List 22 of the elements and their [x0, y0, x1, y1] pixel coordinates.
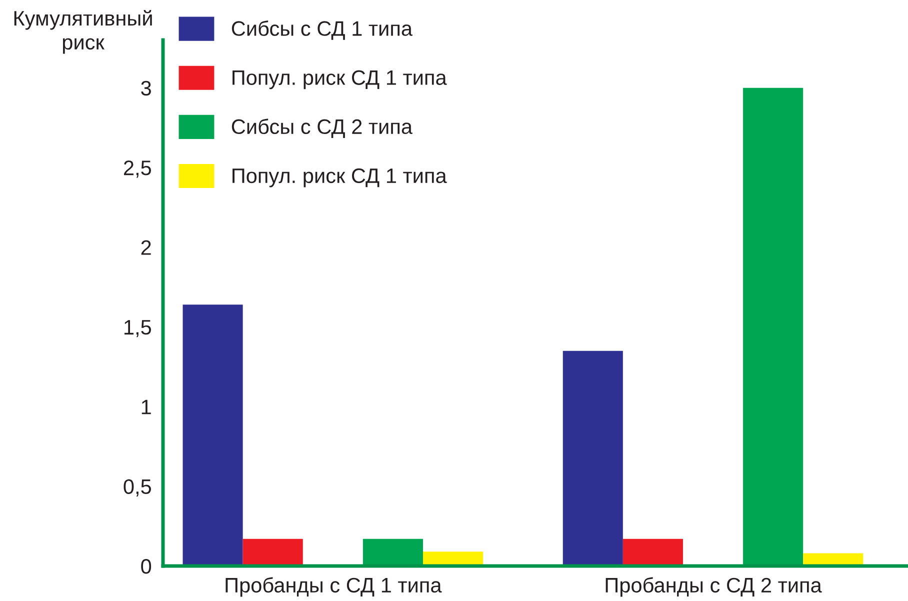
y-tick-label: 1,5	[124, 320, 152, 338]
bar	[182, 304, 243, 566]
legend-label: Сибсы с СД 1 типа	[232, 20, 413, 40]
legend-label: Сибсы с СД 2 типа	[232, 118, 413, 138]
bar	[743, 88, 804, 566]
bar	[803, 553, 864, 566]
x-tick-label: Пробанды с СД 1 типа	[226, 577, 442, 597]
bar	[242, 538, 303, 566]
y-tick-label: 0,5	[124, 479, 152, 497]
bar	[362, 538, 423, 566]
y-tick-label: 2	[141, 240, 151, 255]
bar	[562, 350, 623, 566]
y-tick-label: 3	[141, 80, 151, 96]
y-tick-label: 1	[142, 400, 151, 414]
legend-label: Попул. риск СД 1 типа	[232, 70, 447, 90]
bar	[622, 538, 683, 566]
y-tick-label: 0	[141, 559, 152, 574]
y-axis-title: Кумулятивный риск	[14, 10, 152, 54]
x-tick-label: Пробанды с СД 2 типа	[606, 577, 822, 597]
y-tick-label: 2,5	[124, 160, 152, 178]
legend-label: Попул. риск СД 1 типа	[232, 168, 447, 188]
bar	[422, 552, 484, 566]
